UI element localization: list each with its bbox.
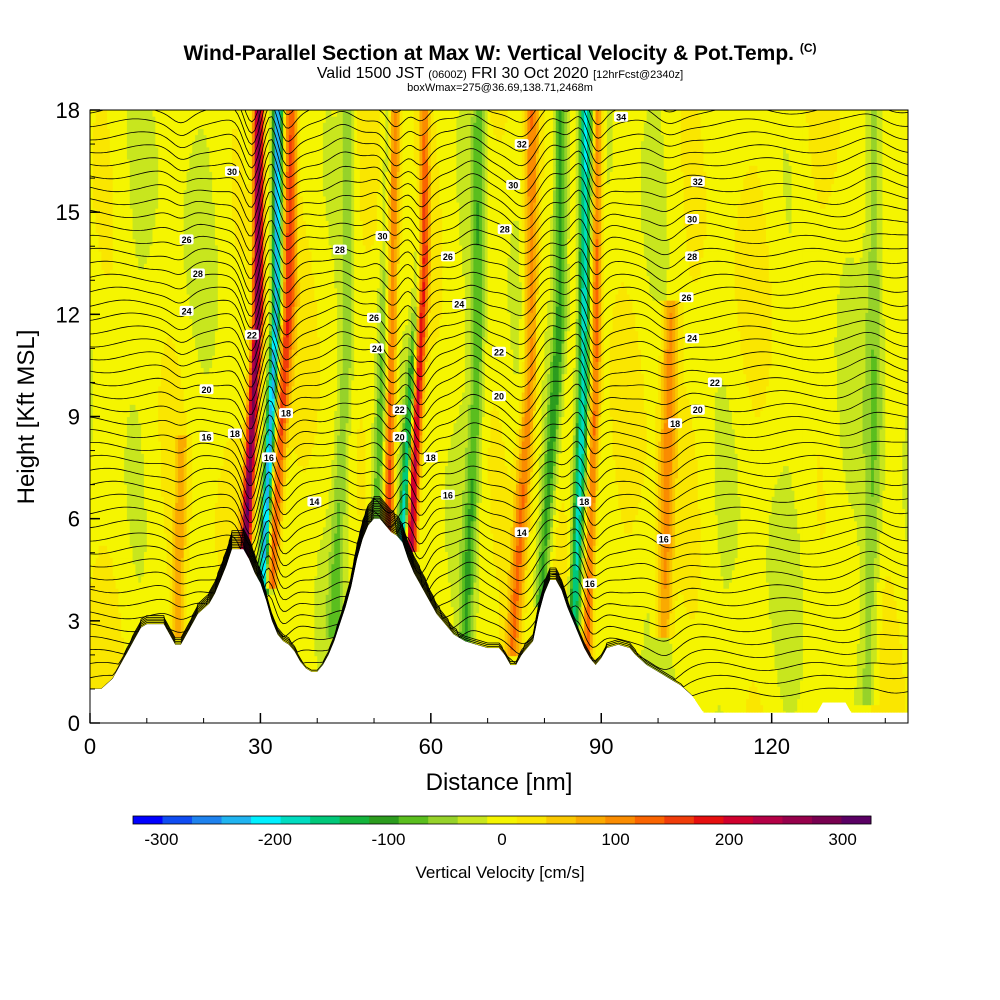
cross-section-chart: 3026282422201816 181614302826242220181632… <box>0 0 1000 1000</box>
